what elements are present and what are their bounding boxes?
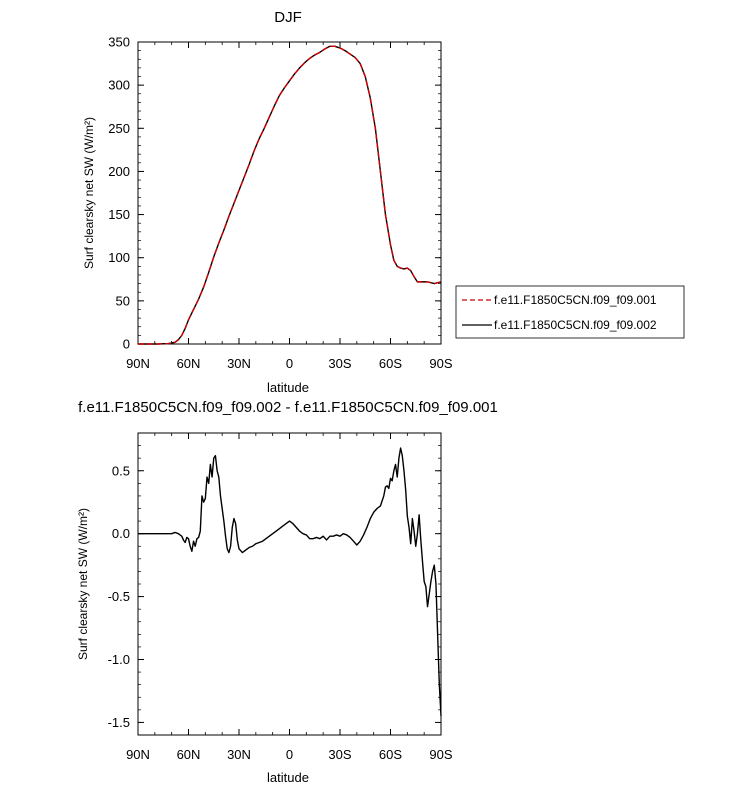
top-y-tick-label: 200 — [108, 164, 130, 179]
top-plot-area: 90N 60N 30N 0 30S 60S 90S 0 50 100 150 200 250 300 350 — [108, 35, 453, 372]
top-y-tick-label: 100 — [108, 250, 130, 265]
top-x-tick-label: 30S — [328, 356, 351, 371]
top-y-tick-label: 350 — [108, 35, 130, 50]
top-y-tick-label: 0 — [123, 337, 130, 352]
bottom-x-tick-label: 90N — [126, 747, 150, 762]
legend-label-series-1: f.e11.F1850C5CN.f09_f09.001 — [494, 293, 657, 307]
bottom-chart-xlabel: latitude — [267, 770, 309, 785]
bottom-x-tick-label: 60S — [379, 747, 402, 762]
bottom-x-tick-label: 90S — [429, 747, 452, 762]
bottom-x-tick-label: 30N — [227, 747, 251, 762]
bottom-chart-ylabel: Surf clearsky net SW (W/m²) — [76, 508, 90, 660]
top-y-tick-label: 250 — [108, 121, 130, 136]
bottom-chart-title: f.e11.F1850C5CN.f09_f09.002 - f.e11.F185… — [78, 399, 498, 416]
bottom-x-tick-label: 0 — [286, 747, 293, 762]
bottom-plot-area: 90N 60N 30N 0 30S 60S 90S 0.5 0.0 -0.5 -1.0 -1.5 — [108, 432, 453, 762]
legend-box — [455, 285, 685, 339]
bottom-y-tick-label: 0.5 — [112, 463, 130, 478]
legend-label-series-2: f.e11.F1850C5CN.f09_f09.002 — [494, 318, 657, 332]
bottom-x-tick-label: 60N — [177, 747, 201, 762]
bottom-y-tick-label: -1.5 — [108, 715, 130, 730]
top-series-line-1 — [138, 45, 442, 345]
top-y-tick-label: 300 — [108, 78, 130, 93]
legend: f.e11.F1850C5CN.f09_f09.001 f.e11.F1850C… — [455, 285, 685, 339]
top-y-tick-label: 150 — [108, 207, 130, 222]
bottom-series-line-1 — [138, 447, 442, 717]
top-x-tick-label: 60N — [177, 356, 201, 371]
bottom-y-tick-label: 0.0 — [112, 526, 130, 541]
top-x-tick-label: 90S — [429, 356, 452, 371]
bottom-x-tick-label: 30S — [328, 747, 351, 762]
top-chart-ylabel: Surf clearsky net SW (W/m²) — [82, 117, 96, 269]
top-x-tick-label: 0 — [286, 356, 293, 371]
top-y-tick-label: 50 — [116, 293, 130, 308]
top-x-tick-label: 60S — [379, 356, 402, 371]
bottom-y-tick-label: -1.0 — [108, 652, 130, 667]
top-series-line-2 — [138, 45, 442, 345]
top-chart-title: DJF — [274, 9, 302, 26]
top-x-tick-label: 30N — [227, 356, 251, 371]
bottom-y-tick-label: -0.5 — [108, 589, 130, 604]
top-plot-frame — [137, 41, 442, 345]
top-x-tick-label: 90N — [126, 356, 150, 371]
top-chart-xlabel: latitude — [267, 380, 309, 395]
bottom-plot-frame — [137, 432, 442, 736]
